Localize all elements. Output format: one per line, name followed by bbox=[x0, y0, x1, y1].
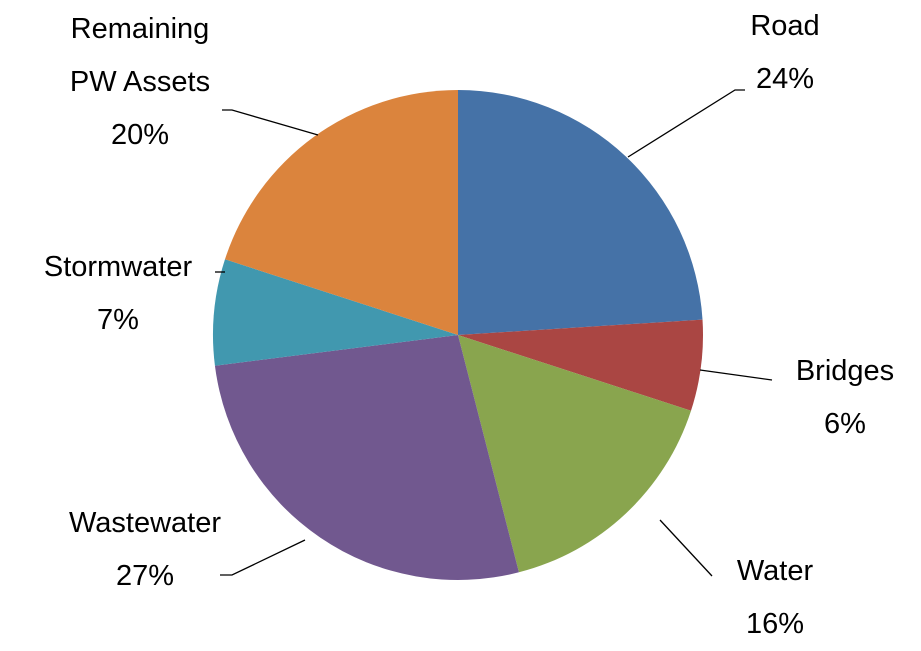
category-label: Wastewater bbox=[68, 507, 222, 539]
slice-label: Remaining PW Assets 20% bbox=[40, 3, 240, 162]
category-label: Water bbox=[736, 555, 814, 587]
category-label: Remaining PW Assets bbox=[69, 13, 211, 98]
slice-label: Road 24% bbox=[685, 0, 885, 106]
slice-label: Water 16% bbox=[675, 545, 875, 651]
leader-line bbox=[699, 369, 773, 381]
pie-slice bbox=[458, 319, 703, 411]
slice-label: Bridges 6% bbox=[745, 345, 921, 451]
leader-line bbox=[659, 519, 713, 577]
slice-label: Stormwater 7% bbox=[18, 241, 218, 347]
value-label: 27% bbox=[115, 560, 175, 592]
leader-line bbox=[220, 539, 306, 576]
leader-line bbox=[627, 89, 745, 158]
category-label: Road bbox=[750, 10, 820, 42]
pie-slice bbox=[224, 90, 458, 335]
leader-line bbox=[222, 109, 319, 136]
category-label: Bridges bbox=[795, 355, 895, 387]
pie-slice bbox=[213, 259, 458, 366]
value-label: 20% bbox=[110, 119, 170, 151]
slice-label: Wastewater 27% bbox=[45, 497, 245, 603]
pie-slice bbox=[458, 335, 692, 573]
value-label: 16% bbox=[745, 608, 805, 640]
pie-slice bbox=[214, 335, 519, 580]
value-label: 24% bbox=[755, 63, 815, 95]
pie-slice bbox=[458, 90, 703, 335]
value-label: 6% bbox=[824, 408, 866, 440]
value-label: 7% bbox=[97, 304, 139, 336]
category-label: Stormwater bbox=[43, 251, 193, 283]
